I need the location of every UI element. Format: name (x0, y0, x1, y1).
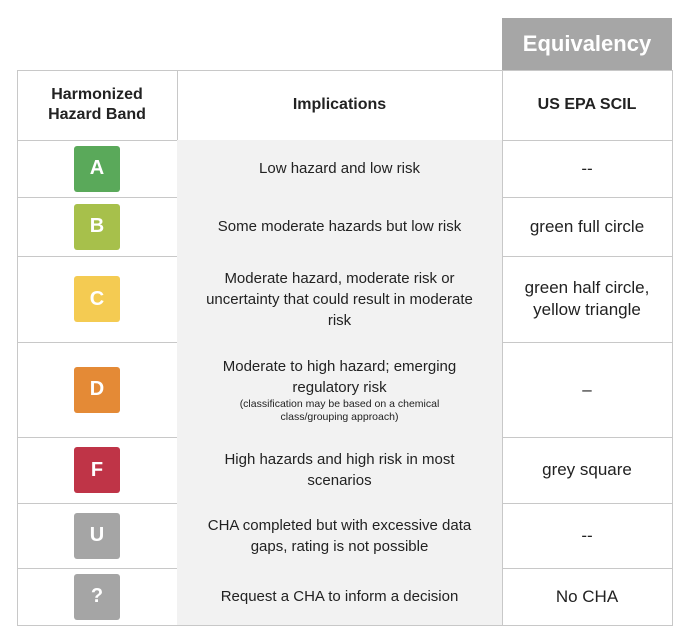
hazard-badge: D (74, 366, 120, 413)
scil-cell: – (502, 342, 673, 438)
band-cell: U (17, 503, 178, 569)
scil-text: green full circle (529, 216, 645, 236)
scil-cell: No CHA (502, 568, 673, 626)
band-cell: D (17, 342, 178, 438)
hazard-badge: A (74, 145, 120, 192)
implication-cell: CHA completed but with excessive data ga… (177, 503, 503, 569)
column-header-text: Harmonized Hazard Band (48, 86, 146, 123)
column-header: Harmonized Hazard Band (17, 70, 178, 141)
scil-text: -- (581, 158, 593, 178)
scil-cell: -- (502, 503, 673, 569)
scil-text: No CHA (555, 586, 619, 606)
implication-text: High hazards and high risk in most scena… (224, 451, 455, 489)
implication-note: (classification may be based on a chemic… (239, 397, 440, 423)
scil-text: -- (581, 525, 593, 545)
implication-cell: Request a CHA to inform a decision (177, 568, 503, 626)
hazard-badge: U (74, 512, 120, 559)
scil-text: – (582, 379, 592, 399)
implication-text: Some moderate hazards but low risk (217, 218, 462, 235)
scil-cell: grey square (502, 437, 673, 504)
implication-text: Moderate to high hazard; emerging regula… (222, 357, 457, 396)
hazard-badge: B (74, 203, 120, 250)
column-header-text: Implications (292, 96, 387, 113)
implication-text: Low hazard and low risk (259, 160, 420, 177)
implication-cell: High hazards and high risk in most scena… (177, 437, 503, 504)
band-cell: B (17, 197, 178, 257)
equivalency-header: Equivalency (502, 18, 672, 70)
band-cell: A (17, 140, 178, 198)
implication-cell: Moderate to high hazard; emerging regula… (177, 342, 503, 438)
hazard-table: Harmonized Hazard Band Implications US EPA… (17, 70, 673, 626)
band-cell: ? (17, 568, 178, 626)
implication-cell: Moderate hazard, moderate risk or uncert… (177, 256, 503, 343)
column-header: US EPA SCIL (502, 70, 673, 141)
scil-cell: green full circle (502, 197, 673, 257)
implication-cell: Low hazard and low risk (177, 140, 503, 198)
implication-text: Moderate hazard, moderate risk or uncert… (206, 269, 473, 329)
scil-text: green half circle, yellow triangle (524, 278, 650, 319)
hazard-badge: ? (74, 573, 120, 620)
band-cell: F (17, 437, 178, 504)
column-header: Implications (177, 70, 503, 141)
implication-cell: Some moderate hazards but low risk (177, 197, 503, 257)
hazard-badge: C (74, 276, 120, 322)
scil-cell: -- (502, 140, 673, 198)
scil-text: grey square (542, 460, 632, 479)
band-cell: C (17, 256, 178, 343)
hazard-badge: F (74, 447, 120, 493)
column-header-text: US EPA SCIL (537, 96, 637, 113)
implication-text: CHA completed but with excessive data ga… (207, 516, 472, 555)
implication-text: Request a CHA to inform a decision (220, 588, 459, 605)
scil-cell: green half circle, yellow triangle (502, 256, 673, 343)
